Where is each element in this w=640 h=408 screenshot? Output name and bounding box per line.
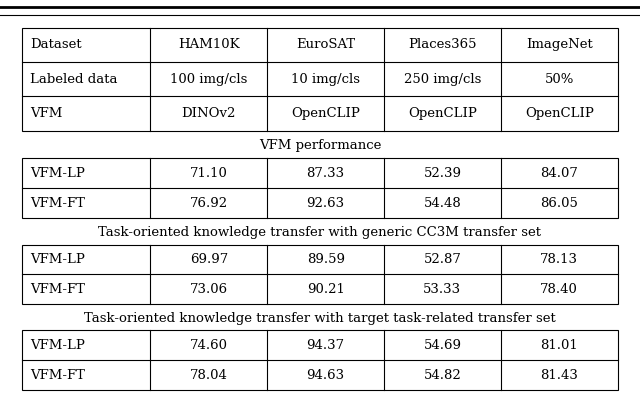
Text: VFM performance: VFM performance [259, 139, 381, 152]
Text: EuroSAT: EuroSAT [296, 38, 355, 51]
Bar [22, 330, 618, 390]
Text: Places365: Places365 [408, 38, 477, 51]
Text: DINOv2: DINOv2 [182, 107, 236, 120]
Text: 78.13: 78.13 [540, 253, 578, 266]
Text: VFM: VFM [30, 107, 63, 120]
Text: OpenCLIP: OpenCLIP [291, 107, 360, 120]
Text: 52.87: 52.87 [424, 253, 461, 266]
Text: 54.69: 54.69 [424, 339, 461, 352]
Text: 94.37: 94.37 [307, 339, 345, 352]
Text: 89.59: 89.59 [307, 253, 345, 266]
Text: VFM-FT: VFM-FT [30, 369, 85, 382]
Text: ImageNet: ImageNet [526, 38, 593, 51]
Text: Task-oriented knowledge transfer with generic CC3M transfer set: Task-oriented knowledge transfer with ge… [99, 226, 541, 239]
Text: 250 img/cls: 250 img/cls [404, 73, 481, 86]
Text: VFM-LP: VFM-LP [30, 253, 85, 266]
Text: 53.33: 53.33 [424, 283, 461, 296]
Text: OpenCLIP: OpenCLIP [408, 107, 477, 120]
Text: 73.06: 73.06 [190, 283, 228, 296]
Text: 81.43: 81.43 [540, 369, 578, 382]
Text: 54.48: 54.48 [424, 197, 461, 210]
Text: 87.33: 87.33 [307, 167, 345, 180]
Bar [22, 245, 618, 304]
Text: HAM10K: HAM10K [178, 38, 240, 51]
Text: 92.63: 92.63 [307, 197, 345, 210]
Text: 10 img/cls: 10 img/cls [291, 73, 360, 86]
Text: VFM-LP: VFM-LP [30, 167, 85, 180]
Text: 78.04: 78.04 [190, 369, 228, 382]
Text: 71.10: 71.10 [190, 167, 228, 180]
Text: 100 img/cls: 100 img/cls [170, 73, 248, 86]
Text: 90.21: 90.21 [307, 283, 344, 296]
Text: Labeled data: Labeled data [30, 73, 118, 86]
Bar [22, 28, 618, 131]
Text: 78.40: 78.40 [540, 283, 578, 296]
Text: 86.05: 86.05 [540, 197, 578, 210]
Text: 50%: 50% [545, 73, 574, 86]
Text: 76.92: 76.92 [190, 197, 228, 210]
Text: 54.82: 54.82 [424, 369, 461, 382]
Text: OpenCLIP: OpenCLIP [525, 107, 594, 120]
Text: 94.63: 94.63 [307, 369, 345, 382]
Text: VFM-FT: VFM-FT [30, 283, 85, 296]
Text: 52.39: 52.39 [424, 167, 461, 180]
Text: Dataset: Dataset [30, 38, 82, 51]
Text: VFM-LP: VFM-LP [30, 339, 85, 352]
Text: 69.97: 69.97 [189, 253, 228, 266]
Text: 84.07: 84.07 [540, 167, 578, 180]
Text: 81.01: 81.01 [540, 339, 578, 352]
Bar [22, 158, 618, 218]
Text: Task-oriented knowledge transfer with target task-related transfer set: Task-oriented knowledge transfer with ta… [84, 312, 556, 325]
Text: 74.60: 74.60 [190, 339, 228, 352]
Text: VFM-FT: VFM-FT [30, 197, 85, 210]
